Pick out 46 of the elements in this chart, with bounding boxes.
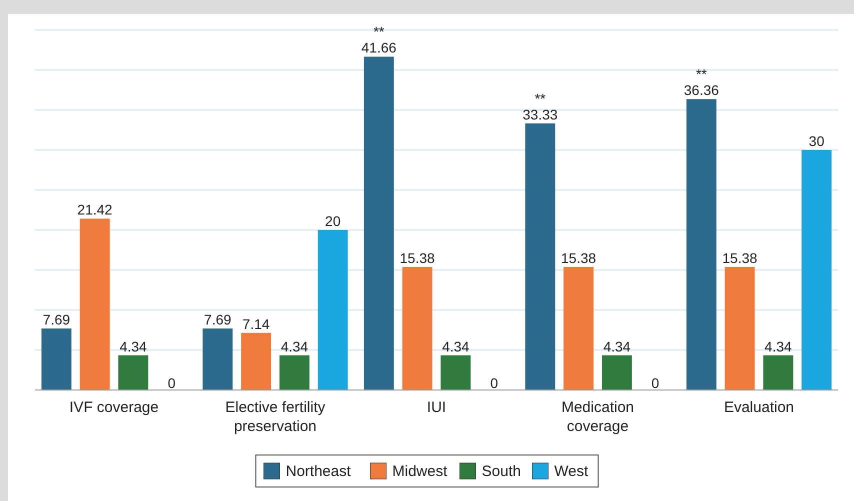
data-label: 21.42 (77, 202, 113, 218)
data-label: ** 36.36 (684, 66, 720, 98)
bar (279, 355, 310, 390)
data-label: 4.34 (120, 338, 148, 354)
bar (202, 328, 233, 390)
data-label: 15.38 (722, 250, 758, 266)
data-label: 7.69 (204, 311, 232, 328)
bar (364, 56, 394, 390)
data-label: 4.34 (442, 338, 470, 354)
bar (802, 150, 832, 390)
data-label: 20 (325, 213, 341, 229)
legend-label: South (482, 463, 521, 480)
data-label: 4.34 (603, 338, 631, 354)
bar (41, 328, 72, 390)
data-label: 4.34 (764, 338, 792, 354)
bar (241, 332, 272, 390)
bar (602, 355, 632, 390)
data-label: 7.14 (242, 316, 270, 332)
x-tick-label: Medication coverage (561, 399, 634, 435)
legend-label: West (554, 463, 589, 480)
bar (80, 218, 110, 390)
data-label: ** 41.66 (361, 24, 397, 56)
bar (686, 99, 716, 390)
data-label: 7.69 (42, 311, 70, 328)
x-tick-label: IUI (426, 399, 446, 416)
bar (564, 266, 594, 390)
data-label: 0 (490, 375, 498, 391)
bar (402, 266, 432, 390)
x-tick-label: Elective fertility preservation (225, 399, 326, 435)
data-label: 15.38 (561, 250, 596, 266)
bar (318, 230, 348, 390)
bar (118, 355, 148, 390)
legend-label: Midwest (392, 463, 448, 480)
bar (525, 123, 556, 390)
data-label: 0 (168, 375, 176, 391)
data-label: 30 (808, 133, 825, 149)
data-label: 15.38 (400, 250, 436, 266)
bar (763, 355, 794, 390)
data-label: ** 33.33 (522, 90, 558, 122)
data-label: 4.34 (280, 338, 308, 354)
x-tick-label: IVF coverage (69, 399, 159, 416)
bar (440, 355, 471, 390)
bar (724, 266, 755, 390)
x-tick-label: Evaluation (724, 399, 794, 416)
data-label: 0 (651, 375, 660, 391)
legend-label: Northeast (286, 463, 352, 480)
